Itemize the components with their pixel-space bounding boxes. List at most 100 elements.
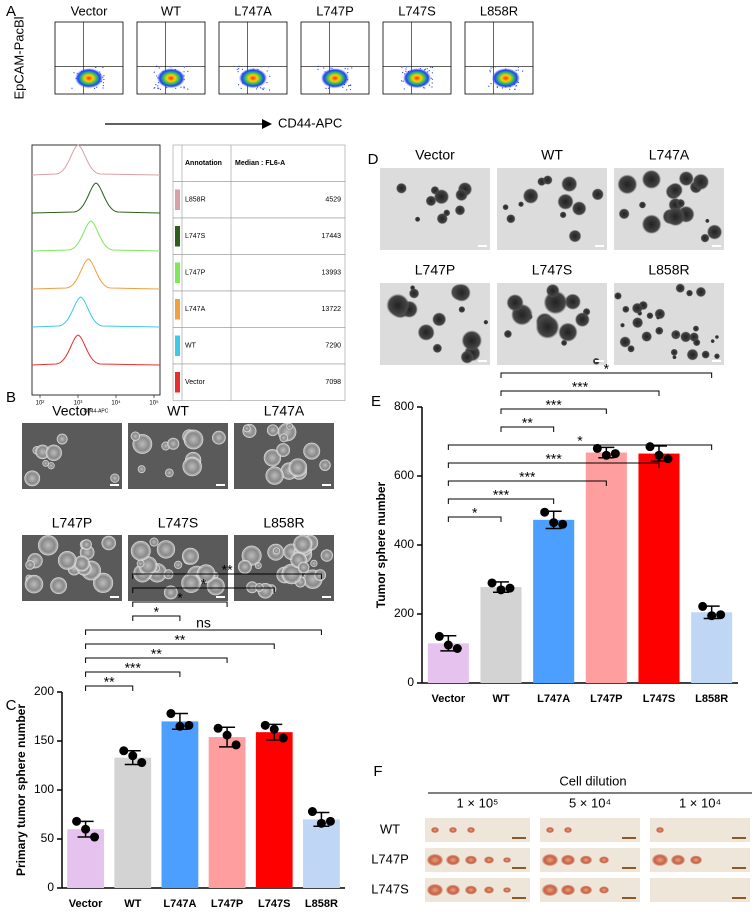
sphere (614, 292, 622, 300)
significance-label: * (201, 576, 207, 592)
sphere (672, 330, 681, 338)
sphere (436, 213, 448, 225)
significance-bracket (500, 372, 713, 378)
significance-bracket (447, 498, 555, 504)
y-tick-label: 600 (394, 468, 414, 482)
micrograph (380, 168, 490, 250)
flow-dot (263, 87, 265, 89)
flow-density (321, 68, 349, 89)
tumor (656, 827, 664, 833)
flow-dot (327, 87, 330, 89)
significance-bracket (85, 657, 228, 663)
flow-dot (431, 72, 434, 74)
y-tick-label: 200 (34, 684, 54, 698)
sphere (310, 559, 318, 567)
scale-bar (622, 837, 636, 839)
sphere (408, 288, 420, 299)
sphere (130, 431, 141, 441)
panel-label: E (371, 393, 381, 410)
column-label: 1 × 10⁴ (679, 795, 721, 810)
significance-label: *** (545, 397, 562, 413)
tumor (542, 884, 558, 896)
plot-title: Vector (71, 3, 109, 18)
significance-label: ** (104, 674, 115, 690)
tumor (503, 887, 511, 893)
sphere (686, 348, 699, 361)
flow-dot (402, 80, 404, 82)
data-point (452, 644, 462, 653)
scale-bar (595, 360, 604, 362)
significance-bracket (447, 480, 607, 486)
flow-dot (183, 71, 185, 73)
table-cell: 17443 (322, 233, 342, 240)
data-point (278, 733, 288, 743)
data-point (610, 449, 620, 459)
bar (303, 819, 340, 888)
sphere (45, 444, 62, 462)
section-title: Cell dilution (559, 773, 626, 788)
sphere (646, 312, 654, 320)
panel-label: C (6, 697, 17, 714)
flow-dot (96, 86, 98, 88)
sphere (410, 285, 416, 291)
sphere (297, 561, 310, 574)
flow-dot (346, 89, 348, 91)
sphere (695, 286, 707, 298)
tumor (561, 884, 575, 896)
flow-dot (349, 84, 352, 86)
sphere (564, 293, 581, 310)
sphere (638, 201, 647, 209)
bar (161, 721, 199, 888)
flow-dot (268, 66, 270, 68)
flow-dot (266, 81, 268, 84)
flow-dot (515, 85, 517, 87)
sphere (455, 188, 468, 202)
sphere (568, 229, 582, 243)
histogram-curve (31, 334, 161, 366)
table-row (172, 290, 346, 328)
x-tick-label: L747S (258, 898, 290, 910)
flow-dot (156, 75, 158, 77)
flow-dot (405, 68, 407, 70)
sphere (101, 535, 116, 551)
flow-density (157, 68, 185, 89)
sphere (710, 339, 715, 344)
y-tick-label: 50 (41, 831, 55, 845)
x-tick-label: L747S (643, 693, 675, 705)
flow-dot (255, 88, 258, 90)
flow-density (491, 68, 520, 89)
sphere (293, 534, 313, 554)
data-point (487, 578, 497, 588)
flow-dot (489, 71, 491, 73)
flow-dot (268, 89, 271, 91)
data-point (549, 518, 559, 528)
flow-dot (509, 88, 511, 90)
scale-bar (216, 596, 225, 598)
flow-dot (488, 85, 490, 87)
histogram-curve (31, 296, 161, 328)
flow-dot (260, 66, 263, 68)
sphere (164, 468, 174, 478)
axis-label: Tumor sphere number (374, 481, 388, 608)
data-point (716, 610, 726, 620)
image-title: L747P (415, 262, 455, 278)
sphere (680, 331, 692, 343)
sphere (714, 353, 720, 360)
scale-bar (512, 837, 526, 839)
flow-dot (490, 82, 492, 85)
sphere (458, 306, 466, 313)
data-point (269, 724, 279, 734)
significance-bracket (500, 390, 660, 396)
data-point (231, 740, 241, 750)
flow-density (403, 68, 431, 89)
axis-label: CD44-APC (278, 115, 342, 130)
sphere (181, 573, 201, 593)
sphere (56, 433, 68, 445)
sphere (50, 577, 67, 595)
tick-label: 10⁴ (111, 400, 121, 407)
significance-bracket (500, 408, 607, 414)
tumor (546, 827, 554, 833)
tick-label: 10⁵ (149, 400, 159, 407)
flow-dot (347, 68, 349, 70)
